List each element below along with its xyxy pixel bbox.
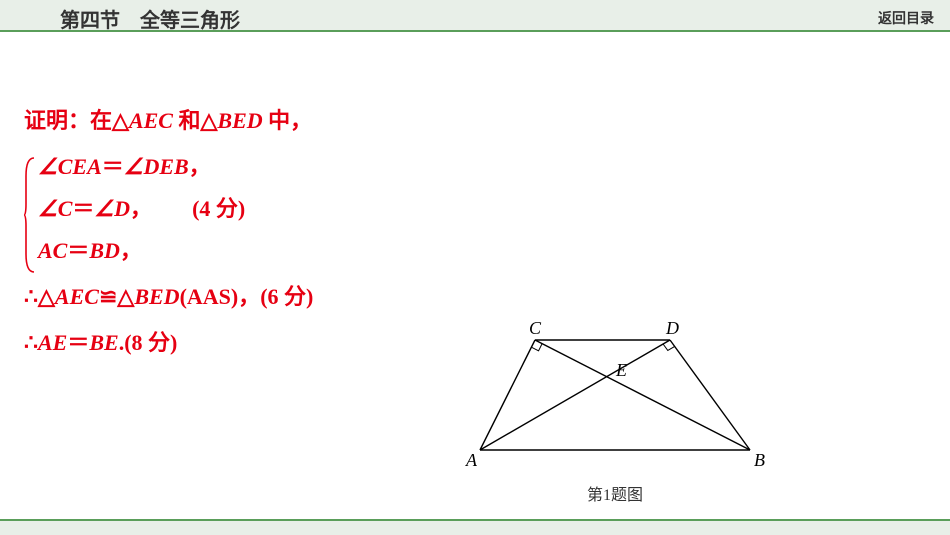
eq: ＝ — [67, 238, 89, 263]
r1-t1: AEC — [55, 284, 99, 309]
svg-text:C: C — [529, 320, 542, 338]
eq: ＝ — [67, 330, 89, 355]
triangle-aec: AEC — [129, 108, 173, 133]
cond3-lhs: AC — [38, 238, 67, 263]
cond1-lhs: ∠CEA — [38, 154, 102, 179]
cond1-rhs: ∠DEB — [124, 154, 189, 179]
cond2: ∠C＝∠D， (4 分) — [38, 198, 313, 220]
cond1: ∠CEA＝∠DEB， — [38, 156, 313, 178]
triangle-bed: BED — [217, 108, 262, 133]
method: (AAS)， — [180, 284, 261, 309]
tail: ， — [130, 196, 152, 221]
result1: ∴△AEC≌△BED(AAS)，(6 分) — [24, 286, 313, 308]
conditions-group: ∠CEA＝∠DEB， ∠C＝∠D，(4 分) AC＝BD， — [24, 156, 313, 262]
section-title: 第四节 全等三角形 — [60, 4, 240, 33]
svg-text:A: A — [465, 450, 478, 470]
intro-prefix: 证明：在 — [24, 108, 112, 133]
eq: ＝ — [102, 154, 124, 179]
intro-and: 和 — [173, 108, 201, 133]
svg-text:E: E — [615, 360, 627, 380]
pts: (6 分) — [260, 284, 313, 309]
triangle-sym: △ — [38, 284, 55, 309]
cond2-rhs: ∠D — [94, 196, 130, 221]
cond2-lhs: ∠C — [38, 196, 72, 221]
intro-suffix: 中， — [263, 108, 313, 133]
return-link[interactable]: 返回目录 — [878, 8, 934, 28]
cong: ≌ — [99, 284, 117, 309]
triangle-sym: △ — [117, 284, 134, 309]
eq: ＝ — [72, 196, 94, 221]
figure-1: A B C D E 第1题图 — [460, 320, 770, 505]
page-header: 第四节 全等三角形 返回目录 — [0, 0, 950, 32]
page-footer — [0, 519, 950, 535]
triangle-sym: △ — [112, 108, 129, 133]
geometry-diagram: A B C D E — [460, 320, 770, 470]
svg-text:D: D — [665, 320, 679, 338]
cond3-rhs: BD — [89, 238, 120, 263]
pts: (4 分) — [192, 196, 245, 221]
tail: ， — [189, 154, 211, 179]
svg-text:B: B — [754, 450, 765, 470]
tail: ， — [120, 238, 142, 263]
r1-t2: BED — [134, 284, 179, 309]
cond3: AC＝BD， — [38, 240, 313, 262]
left-brace-icon — [24, 156, 36, 274]
result2: ∴AE＝BE.(8 分) — [24, 332, 313, 354]
figure-caption: 第1题图 — [460, 481, 770, 505]
proof-block: 证明：在△AEC 和△BED 中， ∠CEA＝∠DEB， ∠C＝∠D，(4 分)… — [24, 110, 313, 378]
triangle-sym: △ — [200, 108, 217, 133]
therefore: ∴ — [24, 330, 38, 355]
r2-rhs: BE — [89, 330, 118, 355]
pts: (8 分) — [124, 330, 177, 355]
proof-intro: 证明：在△AEC 和△BED 中， — [24, 110, 313, 132]
therefore: ∴ — [24, 284, 38, 309]
r2-lhs: AE — [38, 330, 67, 355]
